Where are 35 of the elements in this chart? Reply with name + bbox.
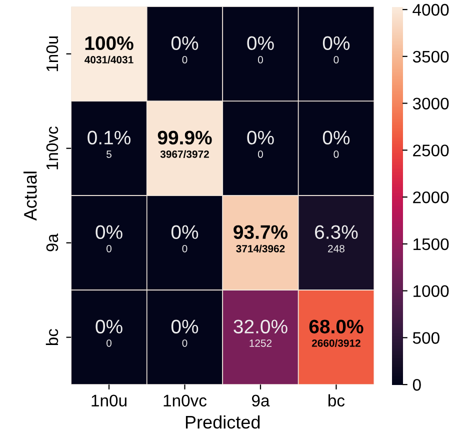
data-label: 0% 0 bbox=[322, 130, 350, 158]
data-label: 0% 0 bbox=[247, 130, 274, 158]
y-tick-label: 1n0vc bbox=[46, 126, 58, 170]
y-tick-label: 1n0u bbox=[46, 36, 58, 72]
y-tick-label: 9a bbox=[46, 234, 58, 252]
data-label: 0% 0 bbox=[96, 320, 122, 347]
color-bar-label: 3000 bbox=[412, 98, 449, 110]
data-label: 6.3% 248 bbox=[315, 225, 358, 252]
data-label: 100% 4031/4031 bbox=[84, 36, 134, 64]
data-label: 0% 0 bbox=[247, 36, 274, 64]
color-bar-label: 4000 bbox=[412, 4, 449, 16]
x-tick-label: 1n0vc bbox=[164, 394, 207, 407]
data-label: 32.0% 1252 bbox=[234, 320, 288, 347]
color-bar-label: 1500 bbox=[414, 238, 449, 250]
data-label: 0% 0 bbox=[171, 320, 198, 347]
color-bar-label: 2500 bbox=[413, 144, 449, 156]
x-axis-title: Predicted bbox=[186, 415, 260, 429]
y-axis-title: Actual bbox=[24, 172, 37, 221]
data-label: 0% 0 bbox=[171, 36, 198, 64]
data-label: 0% 0 bbox=[171, 225, 198, 252]
color-bar-label: 2000 bbox=[413, 191, 449, 204]
y-tick-label: bc bbox=[46, 328, 58, 346]
color-bar-label: 0 bbox=[412, 378, 421, 391]
color-bar-label: 3500 bbox=[412, 50, 449, 63]
data-label: 99.9% 3967/3972 bbox=[158, 130, 212, 158]
data-label: 0% 0 bbox=[322, 36, 350, 64]
data-label: 0% 0 bbox=[96, 225, 122, 252]
x-tick-label: 1n0u bbox=[92, 394, 126, 407]
color-bar-label: 1000 bbox=[414, 285, 449, 297]
x-tick-label: bc bbox=[328, 394, 345, 407]
data-label: 0.1% 5 bbox=[88, 130, 130, 158]
data-label: 68.0% 2660/3912 bbox=[309, 320, 364, 347]
data-label: 93.7% 3714/3962 bbox=[234, 225, 288, 252]
x-tick-label: 9a bbox=[252, 394, 270, 407]
color-bar-label: 500 bbox=[412, 332, 440, 344]
